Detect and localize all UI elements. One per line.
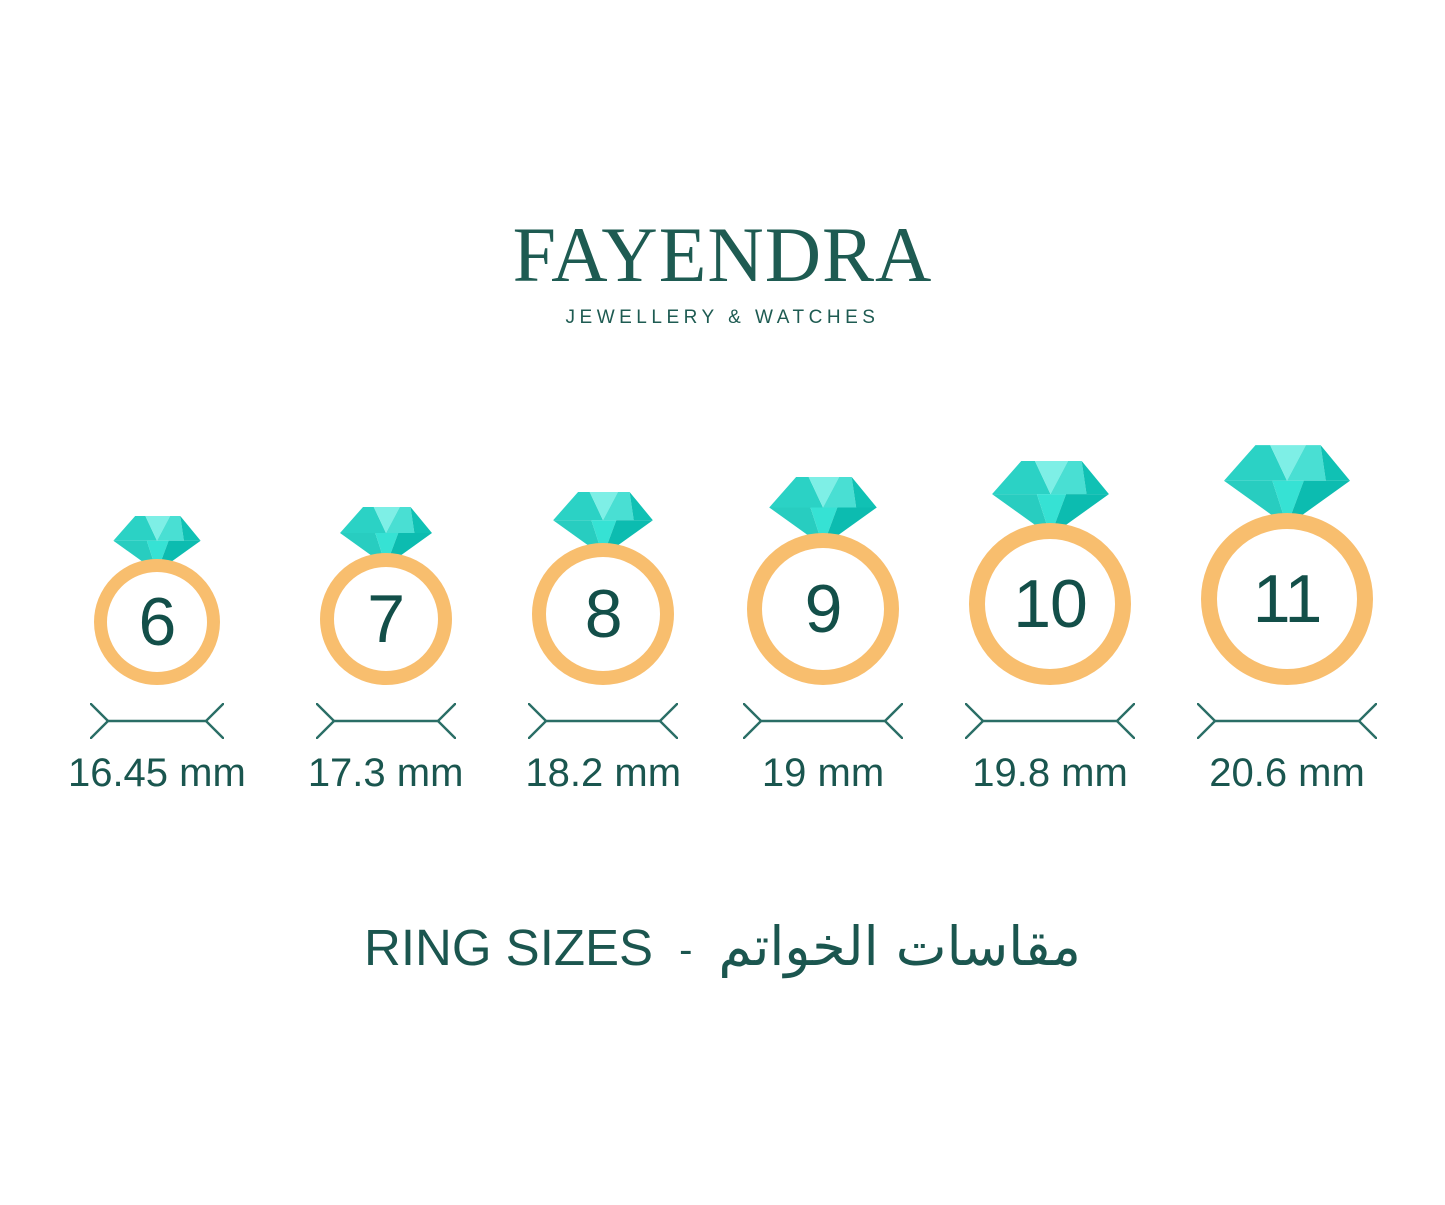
diameter-arrow	[89, 703, 224, 739]
ring-band: 8	[532, 543, 675, 685]
ring-size-item: 6 16.45 mm	[68, 516, 246, 793]
diameter-arrow	[315, 703, 456, 739]
ring-size-number: 6	[138, 584, 176, 660]
ring-size-number: 11	[1252, 561, 1323, 637]
footer-title-separator: -	[679, 928, 693, 973]
ring-band: 9	[747, 533, 900, 685]
diamond-icon	[553, 492, 654, 556]
ring-size-number: 10	[1013, 566, 1088, 642]
ring-size-item: 11 20.6 mm	[1197, 445, 1378, 795]
footer-title: RING SIZES - مقاسات الخواتم	[0, 915, 1445, 980]
diameter-arrow	[743, 703, 904, 739]
ring-size-number: 9	[804, 571, 843, 647]
diameter-label: 17.3 mm	[307, 751, 464, 795]
diameter-label: 16.45 mm	[67, 751, 246, 795]
ring-size-number: 7	[367, 581, 405, 657]
footer-title-english: RING SIZES	[364, 918, 654, 976]
diameter-arrow	[528, 703, 679, 739]
ring-size-item: 9 19 mm	[743, 477, 904, 795]
diameter-label: 20.6 mm	[1209, 751, 1365, 795]
brand-header: FAYENDRA JEWELLERY & WATCHES	[0, 0, 1445, 329]
ring-band: 11	[1201, 513, 1374, 685]
rings-row: 6 16.45 mm 7	[0, 445, 1445, 793]
brand-logo: FAYENDRA	[512, 211, 933, 298]
footer-title-arabic: مقاسات الخواتم	[718, 915, 1081, 978]
diameter-arrow	[965, 703, 1136, 739]
ring-size-item: 8 18.2 mm	[525, 492, 681, 793]
ring-band: 6	[93, 559, 220, 685]
ring-size-number: 8	[584, 576, 623, 652]
diameter-label: 18.2 mm	[525, 751, 682, 795]
ring-size-item: 10 19.8 mm	[965, 461, 1136, 795]
diamond-icon	[113, 516, 201, 572]
diameter-label: 19.8 mm	[972, 751, 1128, 795]
ring-band: 10	[969, 523, 1132, 685]
diameter-label: 19 mm	[761, 751, 885, 795]
ring-band: 7	[319, 553, 452, 685]
diameter-arrow	[1197, 703, 1378, 739]
ring-size-item: 7 17.3 mm	[307, 507, 464, 795]
brand-tagline: JEWELLERY & WATCHES	[565, 307, 880, 328]
